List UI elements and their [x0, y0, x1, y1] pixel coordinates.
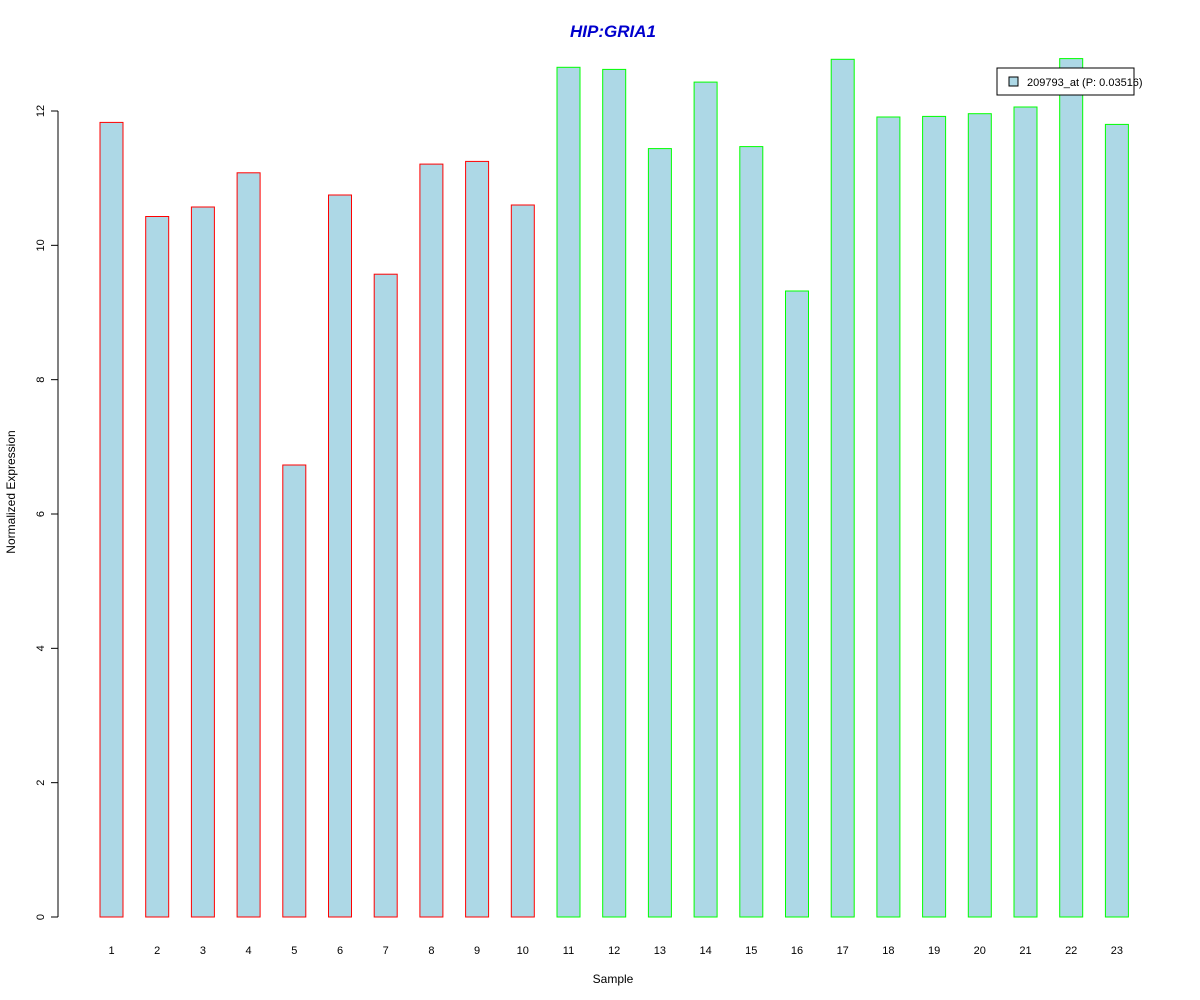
x-tick-label: 2 [154, 945, 160, 957]
x-tick-label: 22 [1065, 945, 1077, 957]
bar-7 [373, 273, 398, 918]
bar-12 [602, 68, 627, 918]
bar-1 [99, 121, 124, 918]
bar-23 [1104, 123, 1129, 918]
bar-19 [922, 115, 947, 918]
x-tick-label: 17 [837, 945, 849, 957]
x-tick-label: 7 [383, 945, 389, 957]
bar-2 [145, 216, 170, 918]
bar-22 [1059, 58, 1084, 918]
bar-3 [190, 206, 215, 918]
x-tick-label: 18 [882, 945, 894, 957]
bar-16 [785, 290, 809, 918]
x-tick-label: 12 [608, 945, 620, 957]
x-tick-label: 3 [200, 945, 206, 957]
bar-10 [510, 204, 535, 918]
x-tick-label: 15 [745, 945, 757, 957]
y-tick-label: 12 [35, 105, 47, 117]
x-tick-label: 10 [517, 945, 529, 957]
x-tick-label: 21 [1019, 945, 1031, 957]
bar-4 [236, 172, 261, 918]
bar-8 [419, 163, 444, 918]
y-tick-label: 10 [35, 239, 47, 251]
bar-15 [739, 146, 764, 918]
chart-title: HIP:GRIA1 [570, 22, 656, 41]
legend-label: 209793_at (P: 0.03516) [1027, 77, 1143, 89]
legend-box [996, 67, 1135, 96]
y-tick-label: 2 [35, 780, 47, 786]
y-tick-label: 8 [35, 377, 47, 383]
x-tick-label: 9 [474, 945, 480, 957]
x-tick-label: 14 [699, 945, 711, 957]
bars [99, 58, 1129, 918]
x-tick-label: 6 [337, 945, 343, 957]
bar-5 [282, 464, 307, 918]
bar-6 [328, 194, 352, 918]
x-tick-label: 5 [291, 945, 297, 957]
x-tick-label: 1 [108, 945, 114, 957]
x-tick-label: 19 [928, 945, 940, 957]
y-axis-title: Normalized Expression [4, 430, 18, 553]
x-tick-label: 4 [246, 945, 252, 957]
legend: 209793_at (P: 0.03516) [996, 67, 1143, 96]
x-tick-label: 11 [563, 945, 574, 957]
bar-13 [647, 148, 672, 918]
y-tick-label: 4 [35, 645, 47, 651]
x-tick-label: 8 [428, 945, 434, 957]
x-axis-title: Sample [593, 972, 634, 986]
bar-20 [967, 113, 992, 918]
bar-17 [830, 58, 855, 918]
y-tick-label: 0 [35, 914, 47, 920]
bar-14 [693, 81, 718, 918]
y-axis: 0 2 4 6 8 10 12 [35, 105, 59, 920]
x-tick-label: 13 [654, 945, 666, 957]
bar-11 [556, 66, 581, 918]
x-tick-label: 20 [974, 945, 986, 957]
bar-9 [465, 160, 490, 918]
bar-21 [1013, 106, 1038, 918]
bar-18 [876, 116, 901, 918]
x-tick-labels: 1 2 3 4 5 6 7 8 9 10 11 12 13 14 15 16 17 18 19 20 21 22 23 [108, 945, 1123, 957]
legend-swatch [1008, 76, 1019, 87]
x-tick-label: 23 [1111, 945, 1123, 957]
x-tick-label: 16 [791, 945, 803, 957]
y-tick-label: 6 [35, 511, 47, 517]
